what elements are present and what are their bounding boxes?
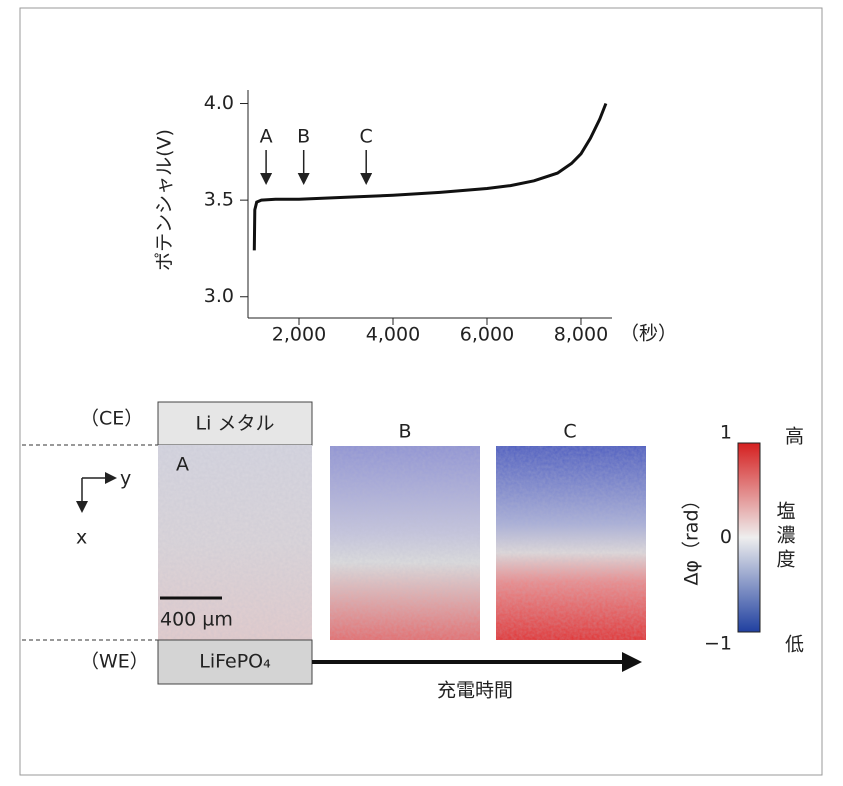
colorbar-tick-label: 0 [720, 526, 732, 548]
colorbar-tick-label: −1 [704, 633, 732, 655]
colorbar-tick-label: 1 [720, 422, 732, 444]
y-tick-label: 3.5 [204, 189, 234, 211]
scale-bar-label: 400 µm [160, 609, 233, 631]
axis-name: y [120, 468, 131, 490]
y-axis-label: ポテンシャル(V) [154, 129, 176, 271]
figure: ポテンシャル(V) （秒） 3.0 3.5 4.0 2,000 4,000 6,000 8,… [0, 0, 843, 782]
line-chart: ポテンシャル(V) （秒） 3.0 3.5 4.0 2,000 4,000 6,000 8,… [154, 90, 678, 346]
panel-label: B [398, 421, 411, 443]
colorbar-note: 低 [785, 634, 804, 656]
electrode-label: LiFePO₄ [199, 651, 271, 673]
colorbar: Δφ（rad） 高 低 1 0 −1 塩濃度 [681, 422, 805, 656]
electrode-panel: （CE） （WE） Li メタル LiFePO₄ A 400 µm B C 充電… [22, 402, 646, 702]
x-tick-label: 6,000 [460, 324, 514, 346]
annotation: C [360, 126, 373, 148]
image-noise [330, 446, 480, 640]
colorbar-note: 塩 [776, 501, 795, 523]
panel-label: A [176, 454, 189, 476]
colorbar-note: 度 [776, 549, 795, 571]
annotation: A [260, 126, 273, 148]
colorbar-title: Δφ（rad） [681, 490, 703, 585]
x-tick-label: 8,000 [554, 324, 608, 346]
x-axis-label: （秒） [620, 323, 677, 345]
x-tick-label: 2,000 [272, 324, 326, 346]
axis-name: x [76, 527, 87, 549]
annotation: B [297, 126, 310, 148]
image-noise [496, 446, 646, 640]
colorbar-note: 濃 [776, 525, 795, 547]
y-tick-label: 4.0 [204, 92, 234, 114]
electrode-label: Li メタル [196, 413, 275, 435]
ce-label: （CE） [80, 408, 143, 430]
x-tick-label: 4,000 [366, 324, 420, 346]
we-label: （WE） [80, 651, 149, 673]
y-tick-label: 3.0 [204, 285, 234, 307]
panel-label: C [563, 421, 576, 443]
colorbar-scale [738, 443, 760, 632]
time-arrow-head [622, 652, 642, 672]
colorbar-note: 高 [785, 426, 804, 448]
time-label: 充電時間 [437, 680, 513, 702]
